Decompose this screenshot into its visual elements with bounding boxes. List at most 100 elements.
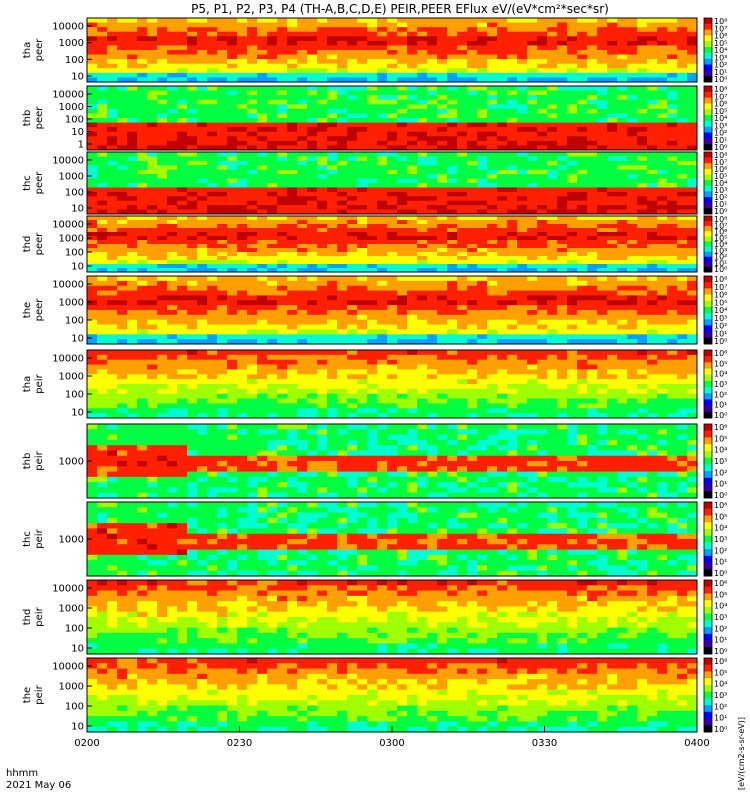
- spectrogram-cell: [667, 295, 678, 301]
- spectrogram-cell: [217, 131, 228, 137]
- spectrogram-cell: [537, 314, 548, 321]
- spectrogram-cell: [227, 374, 238, 380]
- spectrogram-cell: [557, 40, 568, 46]
- spectrogram-cell: [297, 63, 308, 69]
- spectrogram-cell: [187, 118, 198, 123]
- spectrogram-cell: [227, 72, 238, 78]
- spectrogram-cell: [607, 305, 618, 311]
- spectrogram-cell: [477, 90, 488, 96]
- spectrogram-cell: [557, 140, 568, 146]
- spectrogram-cell: [667, 50, 678, 55]
- spectrogram-cell: [647, 256, 658, 261]
- spectrogram-cell: [347, 393, 358, 399]
- spectrogram-cell: [187, 140, 198, 146]
- spectrogram-cell: [217, 156, 228, 162]
- spectrogram-cell: [597, 59, 608, 65]
- spectrogram-cell: [167, 145, 178, 151]
- spectrogram-cell: [287, 113, 298, 119]
- spectrogram-cell: [477, 205, 488, 210]
- spectrogram-cell: [227, 169, 238, 175]
- spectrogram-cell: [157, 216, 168, 221]
- colorbar-segment: [704, 118, 712, 122]
- spectrogram-cell: [427, 350, 438, 356]
- spectrogram-cell: [487, 209, 498, 215]
- spectrogram-cell: [377, 113, 388, 119]
- spectrogram-cell: [337, 334, 348, 340]
- spectrogram-cell: [247, 165, 258, 171]
- spectrogram-cell: [507, 183, 518, 188]
- spectrogram-cell: [327, 379, 338, 385]
- spectrogram-cell: [327, 68, 338, 74]
- spectrogram-cell: [327, 169, 338, 175]
- spectrogram-cell: [417, 36, 428, 42]
- colorbar-segment: [704, 70, 712, 74]
- spectrogram-cell: [427, 169, 438, 175]
- spectrogram-cell: [457, 178, 468, 184]
- spectrogram-cell: [477, 236, 488, 241]
- spectrogram-cell: [647, 183, 658, 188]
- spectrogram-cell: [327, 156, 338, 162]
- spectrogram-cell: [97, 329, 108, 335]
- spectrogram-cell: [487, 156, 498, 162]
- spectrogram-cell: [487, 240, 498, 245]
- spectrogram-cell: [157, 196, 168, 202]
- spectrogram-cell: [157, 174, 168, 179]
- spectrogram-cell: [537, 140, 548, 146]
- spectrogram-cell: [117, 183, 128, 188]
- spectrogram-cell: [507, 324, 518, 330]
- spectrogram-cell: [547, 324, 558, 330]
- spectrogram-cell: [167, 388, 178, 395]
- spectrogram-cell: [537, 264, 548, 269]
- spectrogram-cell: [127, 403, 138, 409]
- spectrogram-cell: [387, 388, 398, 395]
- spectrogram-cell: [597, 68, 608, 74]
- spectrogram-cell: [577, 122, 588, 128]
- spectrogram-cell: [157, 187, 168, 193]
- spectrogram-cell: [327, 165, 338, 171]
- spectrogram-cell: [387, 216, 398, 221]
- spectrogram-cell: [177, 220, 188, 225]
- spectrogram-cell: [547, 160, 558, 166]
- spectrogram-cell: [477, 108, 488, 114]
- spectrogram-cell: [257, 209, 268, 215]
- spectrogram-cell: [477, 187, 488, 193]
- spectrogram-cell: [347, 50, 358, 55]
- spectrogram-cell: [337, 174, 348, 179]
- spectrogram-cell: [677, 264, 688, 269]
- spectrogram-cell: [677, 290, 688, 296]
- spectrogram-cell: [237, 59, 248, 65]
- spectrogram-cell: [217, 54, 228, 60]
- spectrogram-cell: [457, 18, 468, 23]
- spectrogram-cell: [277, 339, 288, 345]
- spectrogram-cell: [237, 36, 248, 42]
- spectrogram-cell: [147, 248, 158, 253]
- spectrogram-cell: [507, 244, 518, 249]
- colorbar-segment: [704, 41, 712, 45]
- spectrogram-cell: [477, 156, 488, 162]
- spectrogram-cell: [267, 113, 278, 119]
- spectrogram-cell: [327, 388, 338, 395]
- spectrogram-cell: [477, 314, 488, 321]
- spectrogram-cell: [437, 113, 448, 119]
- spectrogram-cell: [187, 276, 198, 282]
- spectrogram-cell: [557, 118, 568, 123]
- spectrogram-cell: [187, 178, 198, 184]
- spectrogram-cell: [207, 77, 218, 83]
- spectrogram-cell: [687, 50, 698, 55]
- spectrogram-cell: [87, 403, 98, 409]
- spectrogram-cell: [97, 31, 108, 37]
- spectrogram-cell: [337, 54, 348, 60]
- spectrogram-cell: [487, 339, 498, 345]
- colorbar-tick-label: 10⁶: [714, 165, 727, 174]
- spectrogram-cell: [387, 136, 398, 142]
- spectrogram-cell: [377, 388, 388, 395]
- spectrogram-cell: [307, 196, 318, 202]
- spectrogram-cell: [587, 248, 598, 253]
- spectrogram-cell: [277, 183, 288, 188]
- spectrogram-cell: [297, 393, 308, 399]
- colorbar-frame: [703, 85, 713, 151]
- spectrogram-cell: [287, 228, 298, 233]
- spectrogram-cell: [87, 68, 98, 74]
- spectrogram-cell: [177, 379, 188, 385]
- spectrogram-cell: [287, 152, 298, 157]
